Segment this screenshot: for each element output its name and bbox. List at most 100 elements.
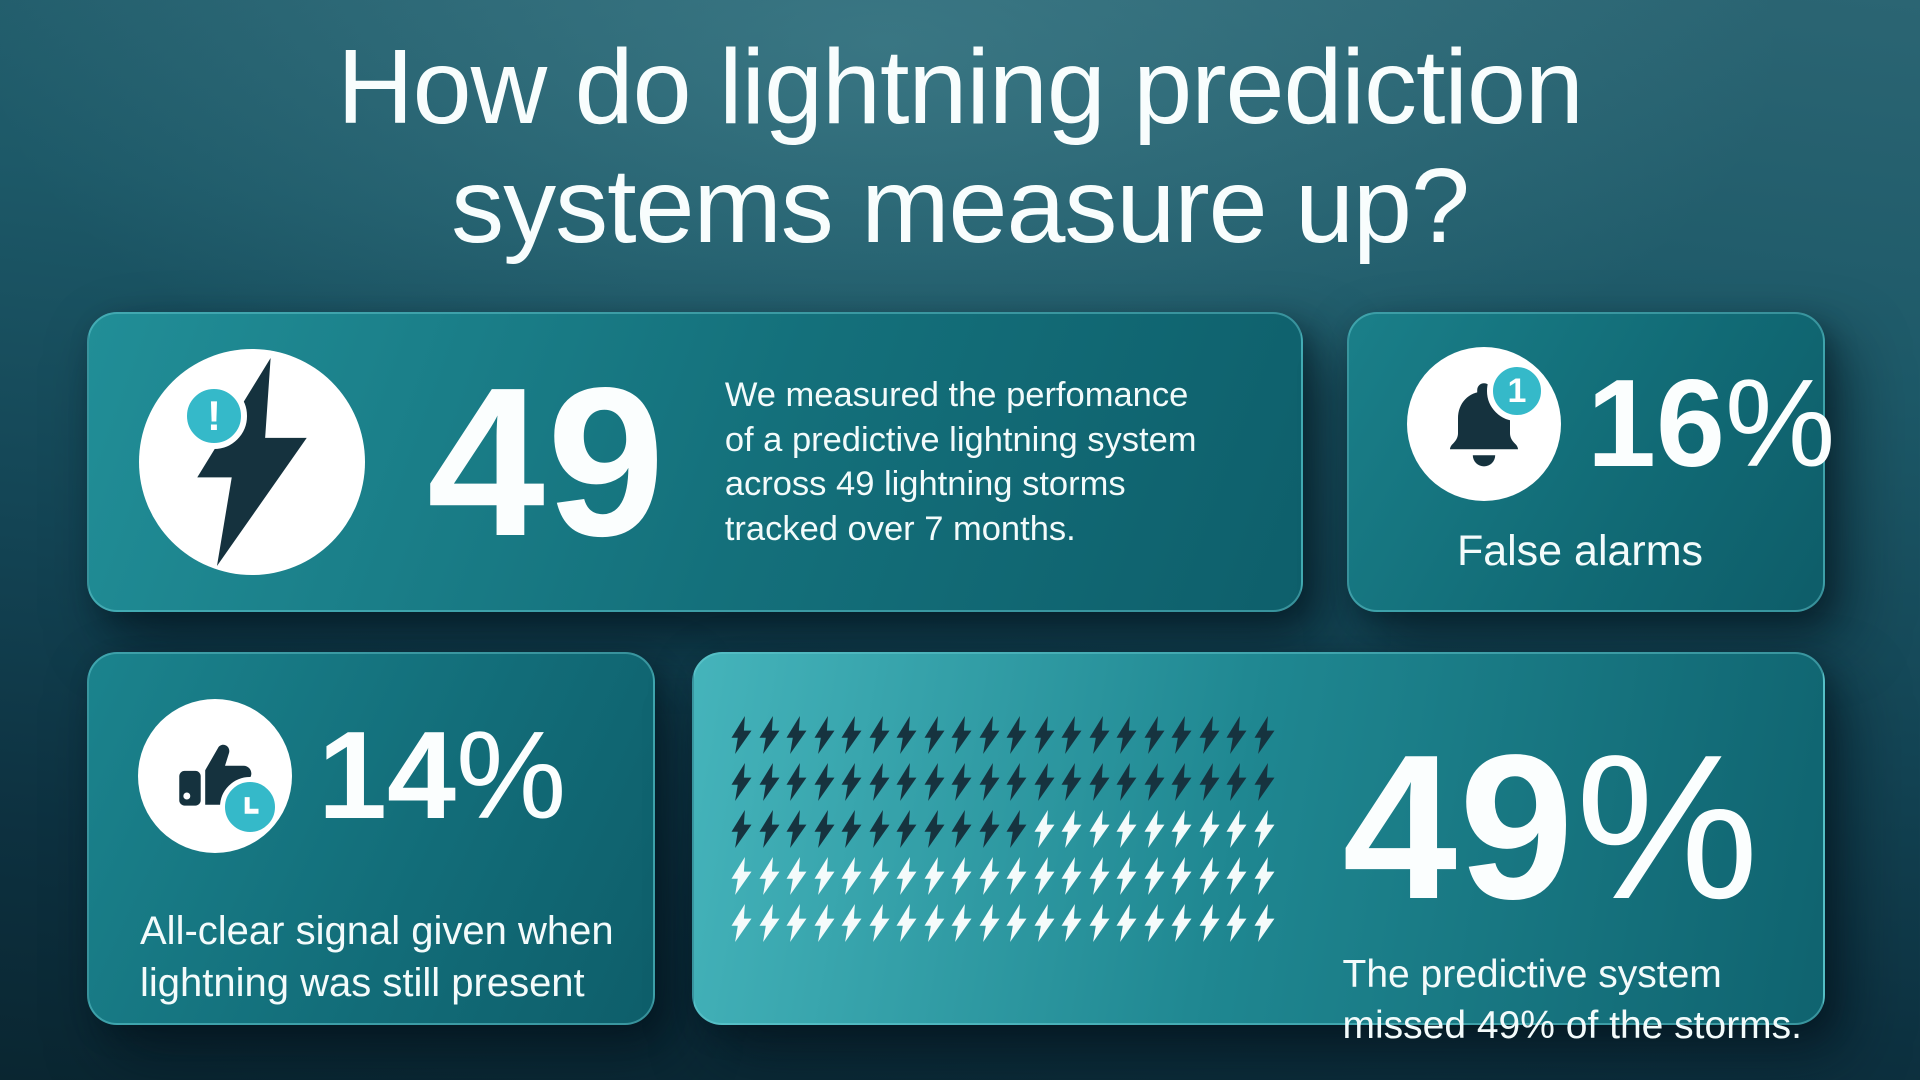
stat-false-alarms: 16% — [1587, 362, 1835, 486]
lightning-bolt-icon — [1254, 716, 1274, 754]
false-alarms-label: False alarms — [1456, 527, 1704, 575]
lightning-bolt-icon — [1006, 810, 1027, 848]
all-clear-stat-row: 14% — [138, 699, 653, 853]
lightning-bolt-icon — [1144, 810, 1164, 848]
page-title: How do lightning prediction systems meas… — [0, 28, 1920, 265]
lightning-bolt-icon — [1116, 904, 1137, 942]
lightning-bolt-icon — [896, 857, 917, 895]
lightning-bolt-icon — [951, 904, 972, 942]
stat-storms-count: 49 — [427, 343, 667, 580]
lightning-bolt-icon — [197, 358, 307, 566]
lightning-bolt-icon — [1199, 857, 1219, 895]
stat-value: 14 — [318, 707, 456, 845]
all-clear-label: All-clear signal given when lightning wa… — [140, 905, 653, 1009]
lightning-bolt-icon — [1006, 857, 1027, 895]
lightning-bolt-icon — [786, 810, 807, 848]
lightning-bolt-icon — [951, 716, 972, 754]
lightning-bolt-icon — [1199, 763, 1219, 801]
lightning-bolt-icon — [924, 904, 944, 942]
title-line-2: systems measure up? — [451, 146, 1470, 265]
lightning-bolt-icon — [869, 857, 889, 895]
lightning-bolt-icon — [1199, 716, 1219, 754]
lightning-bolt-icon — [759, 904, 779, 942]
lightning-bolt-icon — [979, 857, 999, 895]
lightning-bolt-icon — [786, 716, 807, 754]
stat-value: 49 — [1342, 712, 1576, 942]
percent-sign: % — [1575, 712, 1761, 942]
lightning-bolt-icon — [814, 763, 834, 801]
lightning-bolt-icon — [1061, 904, 1082, 942]
lightning-bolt-icon — [1226, 716, 1247, 754]
lightning-bolt-icon — [1006, 763, 1027, 801]
lightning-bolt-icon — [1171, 763, 1192, 801]
description-line: across 49 lightning storms — [724, 465, 1126, 503]
lightning-bolt-icon — [896, 716, 917, 754]
percent-sign: % — [455, 707, 567, 845]
lightning-bolt-icon — [814, 857, 834, 895]
description-line: We measured the perfomance — [724, 376, 1189, 414]
lightning-bolt-icon — [979, 810, 999, 848]
description-line: tracked over 7 months. — [724, 509, 1076, 548]
title-line-1: How do lightning prediction — [337, 28, 1584, 146]
lightning-bolt-icon — [1034, 810, 1054, 848]
lightning-bolt-icon — [814, 810, 834, 848]
lightning-bolt-icon — [786, 857, 807, 895]
card-all-clear: 14% All-clear signal given when lightnin… — [87, 652, 655, 1025]
lightning-bolt-icon — [924, 857, 944, 895]
lightning-bolt-icon — [1144, 763, 1164, 801]
lightning-bolt-icon — [1226, 857, 1247, 895]
lightning-bolt-icon — [924, 763, 944, 801]
lightning-bolt-icon — [1116, 763, 1137, 801]
lightning-bolt-icon — [1199, 904, 1219, 942]
lightning-bolt-icon — [731, 810, 752, 848]
lightning-bolt-icon — [1034, 904, 1054, 942]
lightning-bolt-icon — [1089, 857, 1109, 895]
lightning-bolt-icon — [869, 904, 889, 942]
lightning-bolt-icon — [1034, 716, 1054, 754]
lightning-bolt-icon — [814, 716, 834, 754]
lightning-bolt-icon — [979, 904, 999, 942]
lightning-bolt-icon — [1226, 763, 1247, 801]
lightning-bolt-icon — [1089, 763, 1109, 801]
lightning-bolt-icon — [1226, 904, 1247, 942]
lightning-bolt-icon — [786, 763, 807, 801]
lightning-bolt-icon — [1116, 810, 1137, 848]
lightning-bolt-icon — [1089, 716, 1109, 754]
lightning-bolt-icon — [1171, 857, 1192, 895]
notification-count-badge: 1 — [1487, 361, 1547, 421]
label-line: The predictive system — [1342, 953, 1722, 996]
lightning-bolt-icon — [1061, 857, 1082, 895]
lightning-bolt-icon — [896, 904, 917, 942]
bell-notification-icon: 1 — [1407, 347, 1561, 501]
lightning-bolt-icon — [1061, 763, 1082, 801]
lightning-bolt-icon — [1144, 857, 1164, 895]
lightning-bolt-icon — [731, 857, 752, 895]
label-line: missed 49% of the storms. — [1342, 1003, 1803, 1047]
lightning-bolt-icon — [759, 716, 779, 754]
lightning-bolt-icon — [841, 763, 862, 801]
label-line: lightning was still present — [140, 961, 585, 1005]
lightning-bolt-icon — [1089, 904, 1109, 942]
percent-sign: % — [1724, 355, 1836, 493]
lightning-bolt-icon — [731, 904, 752, 942]
lightning-bolt-icon — [869, 810, 889, 848]
lightning-bolt-icon — [1061, 716, 1082, 754]
lightning-bolt-icon — [896, 763, 917, 801]
lightning-bolt-icon — [786, 904, 807, 942]
thumbs-up-clock-icon — [138, 699, 292, 853]
card-missed-storms: 49% The predictive system missed 49% of … — [692, 652, 1825, 1047]
lightning-bolt-icon — [1226, 810, 1247, 848]
lightning-bolt-icon — [1116, 857, 1137, 895]
lightning-bolt-icon — [951, 810, 972, 848]
lightning-bolt-icon — [1254, 763, 1274, 801]
description-line: of a predictive lightning system — [724, 420, 1197, 459]
lightning-bolt-icon — [979, 763, 999, 801]
missed-stat-block: 49% The predictive system missed 49% of … — [1342, 716, 1803, 1047]
label-line: All-clear signal given when — [140, 909, 614, 953]
lightning-alert-icon: ! — [139, 349, 365, 575]
exclamation-glyph: ! — [207, 392, 221, 439]
lightning-bolt-icon — [979, 716, 999, 754]
lightning-bolt-icon — [924, 810, 944, 848]
lightning-bolt-icon — [759, 763, 779, 801]
